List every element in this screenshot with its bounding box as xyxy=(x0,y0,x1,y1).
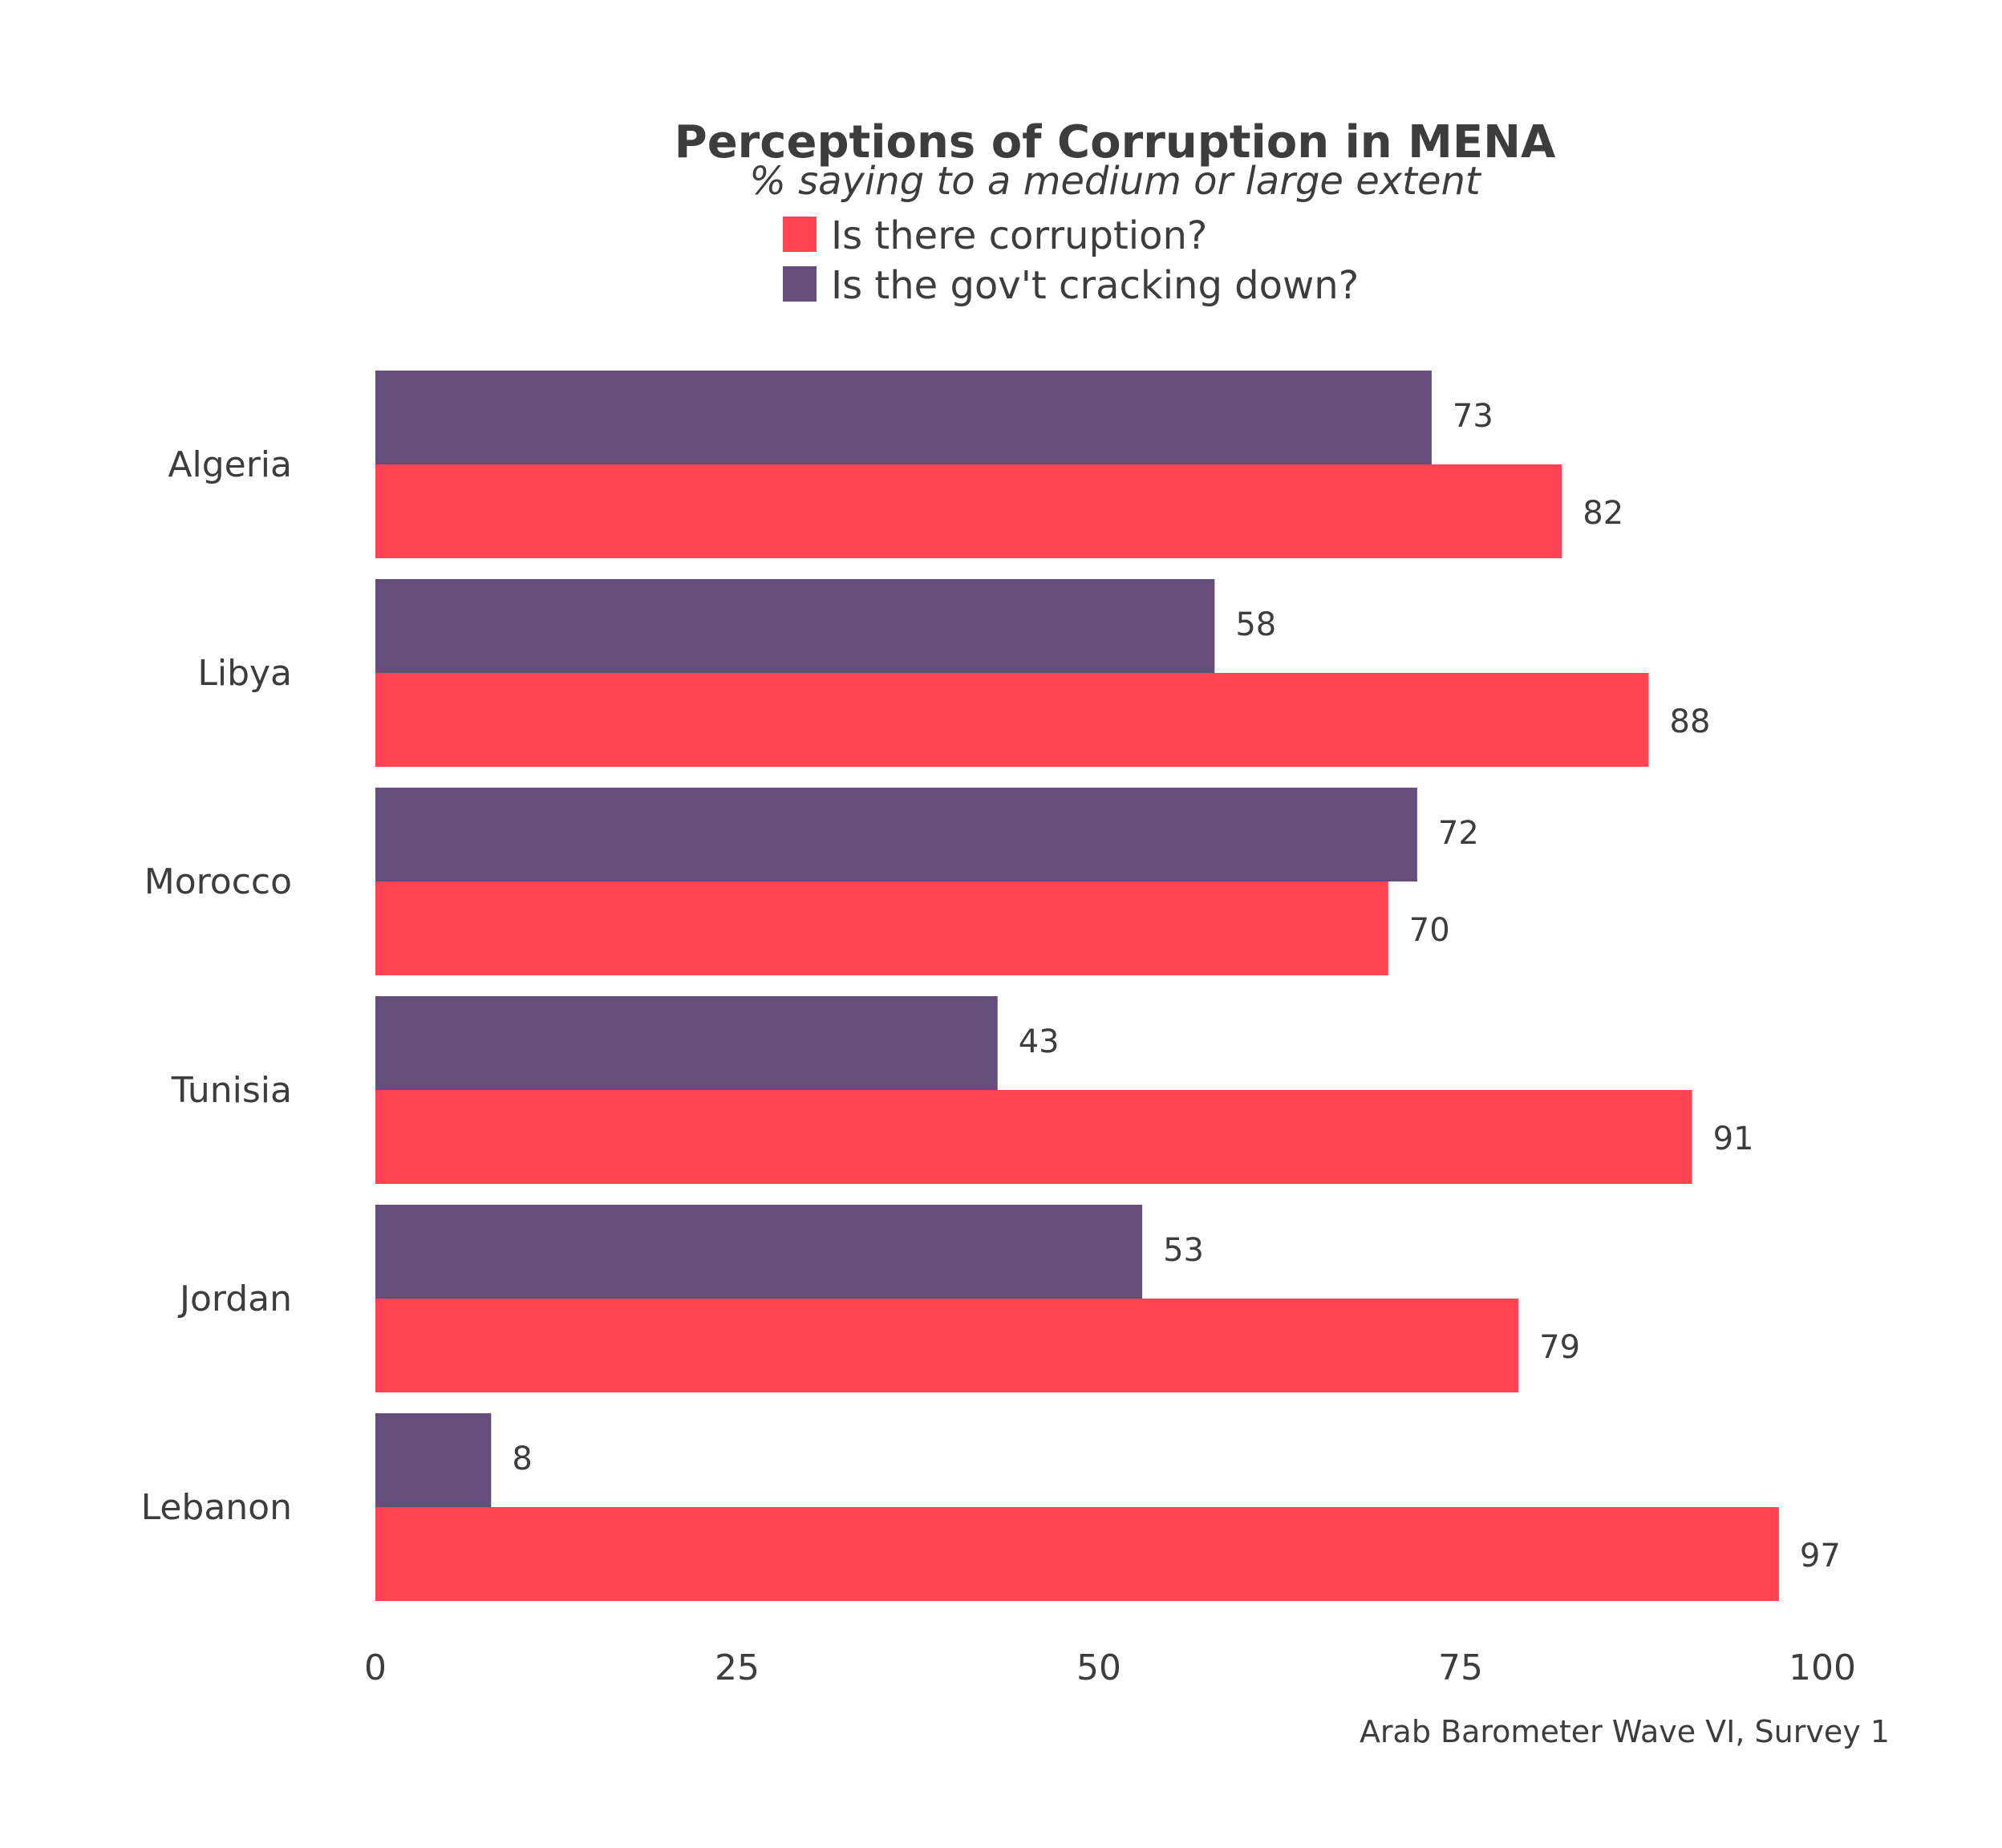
value-label-algeria-corruption: 82 xyxy=(1583,495,1623,532)
value-label-libya-corruption: 88 xyxy=(1670,703,1711,740)
x-axis: 0 25 50 75 100 xyxy=(364,1647,1856,1688)
value-label-morocco-crackdown: 72 xyxy=(1438,815,1479,852)
category-label-jordan: Jordan xyxy=(177,1279,292,1319)
bar-jordan-crackdown xyxy=(375,1205,1143,1299)
value-label-jordan-crackdown: 53 xyxy=(1163,1232,1204,1269)
bar-lebanon-corruption xyxy=(375,1507,1779,1601)
category-label-tunisia: Tunisia xyxy=(171,1070,292,1111)
legend: Is there corruption? Is the gov't cracki… xyxy=(783,213,1359,308)
bar-libya-crackdown xyxy=(375,579,1215,673)
plot-area: 73 82 Algeria 58 88 Libya 72 70 Morocco 43 91 Tunis… xyxy=(141,371,1841,1601)
category-label-morocco: Morocco xyxy=(144,861,292,902)
bar-tunisia-crackdown xyxy=(375,996,998,1090)
bar-morocco-corruption xyxy=(375,881,1388,975)
legend-label-crackdown: Is the gov't cracking down? xyxy=(831,263,1359,308)
value-label-lebanon-corruption: 97 xyxy=(1800,1538,1841,1574)
value-label-tunisia-corruption: 91 xyxy=(1713,1121,1754,1157)
category-label-lebanon: Lebanon xyxy=(141,1487,292,1528)
bar-tunisia-corruption xyxy=(375,1090,1692,1184)
value-label-tunisia-crackdown: 43 xyxy=(1019,1023,1060,1060)
legend-swatch-corruption xyxy=(783,217,817,252)
legend-label-corruption: Is there corruption? xyxy=(831,213,1207,258)
category-label-libya: Libya xyxy=(197,653,292,694)
bar-algeria-corruption xyxy=(375,464,1562,558)
chart-subtitle: % saying to a medium or large extent xyxy=(749,159,1482,204)
x-tick-label-50: 50 xyxy=(1076,1647,1121,1688)
x-tick-label-75: 75 xyxy=(1438,1647,1483,1688)
x-tick-label-25: 25 xyxy=(715,1647,760,1688)
value-label-libya-crackdown: 58 xyxy=(1235,606,1276,643)
bar-morocco-crackdown xyxy=(375,788,1417,881)
source-caption: Arab Barometer Wave VI, Survey 1 xyxy=(1360,1714,1890,1749)
bar-lebanon-crackdown xyxy=(375,1413,492,1507)
value-label-morocco-corruption: 70 xyxy=(1409,912,1450,949)
value-label-jordan-corruption: 79 xyxy=(1539,1329,1580,1366)
value-label-algeria-crackdown: 73 xyxy=(1453,398,1493,435)
bar-algeria-crackdown xyxy=(375,371,1432,464)
chart-title: Perceptions of Corruption in MENA xyxy=(675,116,1556,168)
x-tick-label-100: 100 xyxy=(1789,1647,1856,1688)
legend-swatch-crackdown xyxy=(783,266,817,302)
x-tick-label-0: 0 xyxy=(364,1647,387,1688)
bar-libya-corruption xyxy=(375,673,1649,767)
value-label-lebanon-crackdown: 8 xyxy=(512,1441,532,1477)
category-label-algeria: Algeria xyxy=(168,444,292,485)
bar-jordan-corruption xyxy=(375,1299,1519,1392)
